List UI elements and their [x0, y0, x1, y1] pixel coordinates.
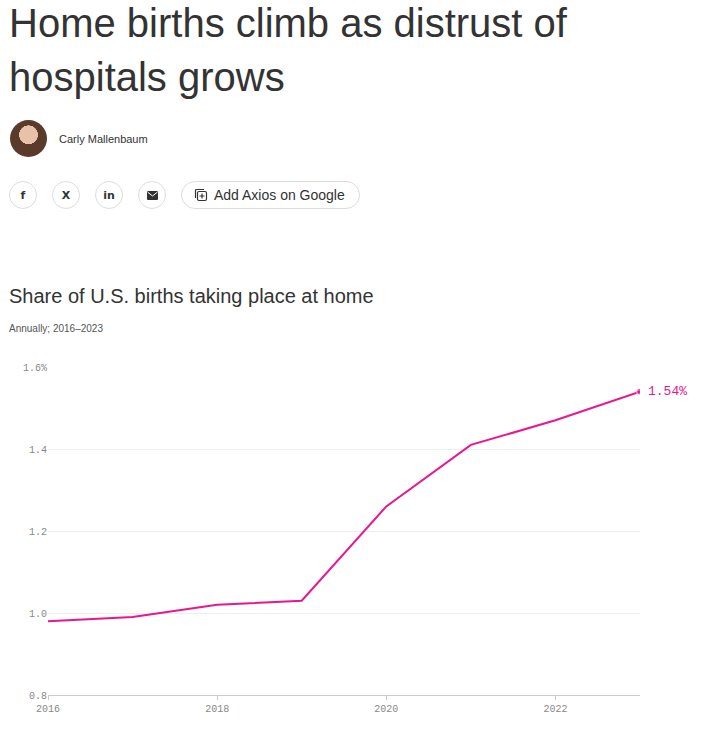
svg-text:1.2: 1.2	[29, 527, 47, 538]
svg-text:1.4: 1.4	[29, 445, 47, 456]
svg-text:2016: 2016	[36, 704, 60, 715]
html-text:Annually; 2016–2023: Annually; 2016–2023	[9, 323, 103, 334]
svg-text:0.8: 0.8	[29, 691, 47, 702]
html-text:X: X	[61, 188, 71, 202]
svg-text:2020: 2020	[374, 704, 398, 715]
svg-text:2022: 2022	[543, 704, 567, 715]
svg-text:1.0: 1.0	[29, 609, 47, 620]
html-text:Share of U.S. births taking pl: Share of U.S. births taking place at hom…	[9, 285, 374, 307]
html-text:f: f	[20, 188, 26, 202]
svg-text:1.6%: 1.6%	[23, 363, 47, 374]
svg-text:1.54%: 1.54%	[648, 384, 687, 399]
svg-text:2018: 2018	[205, 704, 229, 715]
html-text:Home births climb as distrust: Home births climb as distrust of hospita…	[9, 1, 567, 99]
html-text:in: in	[103, 188, 115, 202]
html-text:Carly Mallenbaum: Carly Mallenbaum	[59, 133, 148, 145]
html-text:Add Axios on Google: Add Axios on Google	[214, 187, 345, 203]
